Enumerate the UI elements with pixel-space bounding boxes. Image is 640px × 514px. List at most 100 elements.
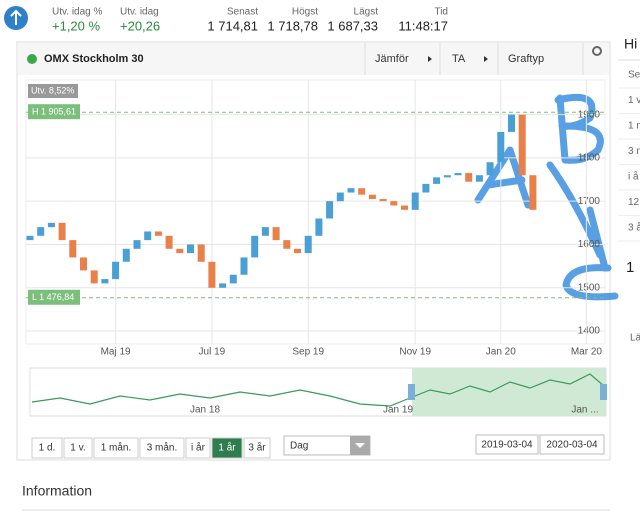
section-title: Information — [22, 483, 92, 499]
stat-label: Tid — [434, 7, 448, 18]
candle-body — [37, 227, 45, 236]
panel-header — [18, 43, 609, 75]
up-arrow — [10, 9, 22, 25]
side-row: 1 m — [628, 121, 640, 132]
side-row: i å — [628, 171, 639, 183]
period-label: i år — [191, 442, 206, 454]
panel-title: OMX Stockholm 30 — [44, 53, 144, 65]
period-button[interactable] — [31, 437, 63, 459]
navigator-handle[interactable] — [600, 384, 607, 400]
candle-body — [219, 283, 227, 288]
candle-body — [101, 279, 109, 284]
period-button[interactable] — [185, 437, 211, 459]
candle-body — [433, 177, 441, 184]
candle-body — [261, 227, 269, 236]
y-tick-label: 1700 — [578, 196, 601, 207]
y-tick-label: 1600 — [578, 239, 601, 250]
toolbar-button[interactable]: Graftyp — [508, 53, 544, 65]
candle-body — [294, 248, 301, 254]
candle-body — [465, 173, 473, 182]
period-button[interactable] — [243, 437, 271, 459]
navigator-handle[interactable] — [408, 384, 415, 400]
side-note: Lä — [630, 333, 640, 344]
plot-area — [25, 79, 606, 345]
toolbar-button[interactable]: TA — [452, 53, 466, 65]
period-button[interactable] — [63, 437, 93, 459]
select-arrow — [355, 443, 365, 448]
candle-body — [518, 114, 526, 176]
candle-body — [368, 194, 376, 200]
stat-value: 1 718,78 — [267, 18, 318, 33]
period-label: 3 år — [248, 442, 266, 454]
date-to-label: 2020-03-04 — [546, 440, 598, 451]
period-label: 1 d. — [39, 443, 56, 454]
candle-body — [80, 257, 87, 271]
period-button[interactable] — [93, 437, 139, 459]
stat-label: Högst — [292, 7, 318, 18]
date-from[interactable] — [475, 434, 539, 455]
navigator-label: Jan 18 — [190, 405, 220, 416]
period-label: 3 mån. — [147, 442, 178, 454]
candle-body — [326, 201, 334, 219]
navigator-label: Jan ... — [571, 405, 598, 416]
dropdown-caret — [428, 56, 432, 62]
candle-body — [69, 240, 77, 258]
candle-body — [112, 261, 120, 280]
candle-body — [133, 240, 141, 249]
candle-body — [122, 248, 130, 262]
x-tick-label: Jul 19 — [199, 347, 226, 358]
candle-body — [272, 227, 280, 241]
reference-label: H 1 905,61 — [32, 107, 76, 117]
change-label-bg — [28, 84, 78, 98]
candle-body — [443, 175, 451, 178]
stat-label: Utv. idag % — [52, 7, 102, 18]
date-from-label: 2019-03-04 — [481, 440, 533, 451]
period-button[interactable] — [139, 437, 185, 459]
period-button[interactable] — [211, 437, 243, 459]
stat-label: Senast — [227, 7, 258, 18]
candle-body — [165, 235, 173, 249]
candle-body — [229, 274, 237, 284]
interval-label: Dag — [290, 441, 308, 452]
candle-body — [486, 162, 494, 176]
dropdown-caret — [484, 56, 488, 62]
x-tick-label: Nov 19 — [399, 347, 431, 358]
x-tick-label: Jan 20 — [486, 347, 516, 358]
candle-body — [26, 235, 34, 241]
y-tick-label: 1400 — [578, 326, 601, 337]
change-label: Utv. 8,52% — [31, 85, 74, 95]
candle-body — [240, 257, 248, 275]
side-title: Hi — [624, 36, 637, 52]
candle-body — [197, 244, 205, 262]
reference-label-bg — [28, 289, 80, 305]
handwritten-annotation — [474, 93, 619, 301]
toolbar-button[interactable]: Jämför — [375, 53, 409, 65]
candle-body — [379, 199, 387, 202]
candle-body — [454, 173, 462, 176]
period-label: 1 år — [218, 442, 236, 454]
period-label: 1 v. — [70, 443, 85, 454]
period-label: 1 mån. — [101, 442, 132, 454]
reference-label: L 1 476,84 — [32, 292, 74, 302]
side-row: 1 v — [628, 95, 640, 106]
reference-label-bg — [28, 104, 80, 120]
candle-body — [358, 188, 366, 195]
candle-body — [208, 261, 216, 288]
y-tick-label: 1800 — [578, 153, 601, 164]
candle-body — [47, 222, 55, 228]
candle-body — [497, 131, 505, 163]
stat-value: +1,20 % — [52, 18, 101, 33]
candle-body — [283, 240, 291, 249]
candle-body — [401, 205, 408, 210]
x-tick-label: Maj 19 — [101, 347, 131, 358]
candle-body — [508, 114, 515, 132]
candle-body — [336, 192, 344, 202]
candle-body — [251, 235, 259, 258]
settings-icon[interactable] — [592, 46, 602, 56]
date-to[interactable] — [539, 434, 605, 455]
navigator-label: Jan 19 — [383, 405, 413, 416]
candle-body — [187, 244, 194, 254]
stat-value: 11:48:17 — [398, 18, 448, 33]
candle-body — [390, 201, 398, 206]
